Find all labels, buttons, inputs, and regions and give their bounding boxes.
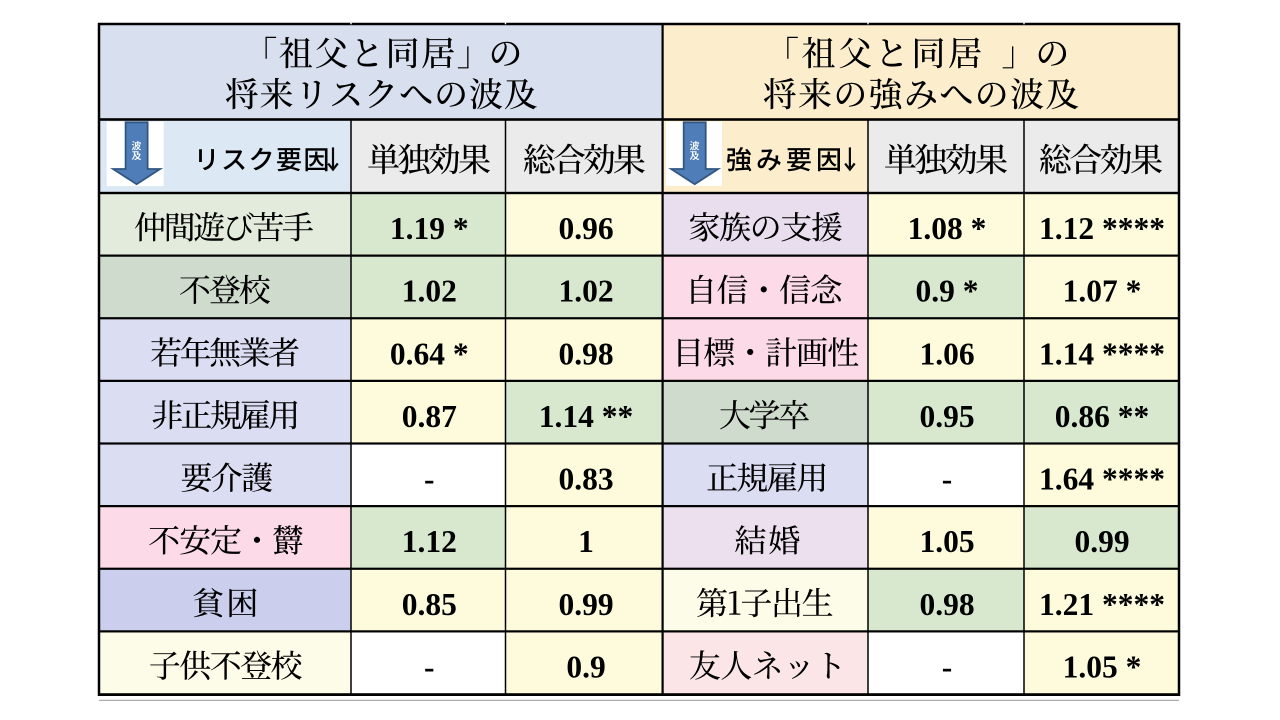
svg-text:1.05 *: 1.05 * xyxy=(1063,649,1142,684)
svg-text:1.14 **: 1.14 ** xyxy=(539,399,634,434)
svg-text:1.14 ****: 1.14 **** xyxy=(1039,336,1165,371)
svg-text:-: - xyxy=(424,649,435,684)
svg-text:0.99: 0.99 xyxy=(1074,524,1129,559)
svg-text:0.96: 0.96 xyxy=(558,211,613,246)
svg-text:-: - xyxy=(942,649,953,684)
svg-text:1.06: 1.06 xyxy=(919,336,974,371)
svg-text:1.19 *: 1.19 * xyxy=(390,211,469,246)
svg-text:1.05: 1.05 xyxy=(919,524,974,559)
svg-text:1.08 *: 1.08 * xyxy=(908,211,987,246)
svg-text:1.12: 1.12 xyxy=(402,524,457,559)
svg-text:1.02: 1.02 xyxy=(558,274,613,309)
svg-text:0.64 *: 0.64 * xyxy=(390,336,469,371)
svg-text:0.85: 0.85 xyxy=(402,587,457,622)
svg-text:1: 1 xyxy=(578,524,594,559)
svg-text:0.98: 0.98 xyxy=(558,336,613,371)
svg-text:-: - xyxy=(424,462,435,497)
svg-text:0.98: 0.98 xyxy=(919,587,974,622)
svg-text:0.83: 0.83 xyxy=(558,462,613,497)
svg-text:1.21 ****: 1.21 **** xyxy=(1039,587,1165,622)
svg-text:-: - xyxy=(942,462,953,497)
svg-text:0.99: 0.99 xyxy=(558,587,613,622)
svg-text:1.64 ****: 1.64 **** xyxy=(1039,462,1165,497)
svg-text:0.95: 0.95 xyxy=(919,399,974,434)
svg-text:0.86 **: 0.86 ** xyxy=(1055,399,1150,434)
svg-text:1.07 *: 1.07 * xyxy=(1063,274,1142,309)
svg-text:1.12 ****: 1.12 **** xyxy=(1039,211,1165,246)
svg-text:0.87: 0.87 xyxy=(402,399,457,434)
svg-text:0.9 *: 0.9 * xyxy=(916,274,979,309)
svg-text:1.02: 1.02 xyxy=(402,274,457,309)
svg-text:0.9: 0.9 xyxy=(566,649,605,684)
